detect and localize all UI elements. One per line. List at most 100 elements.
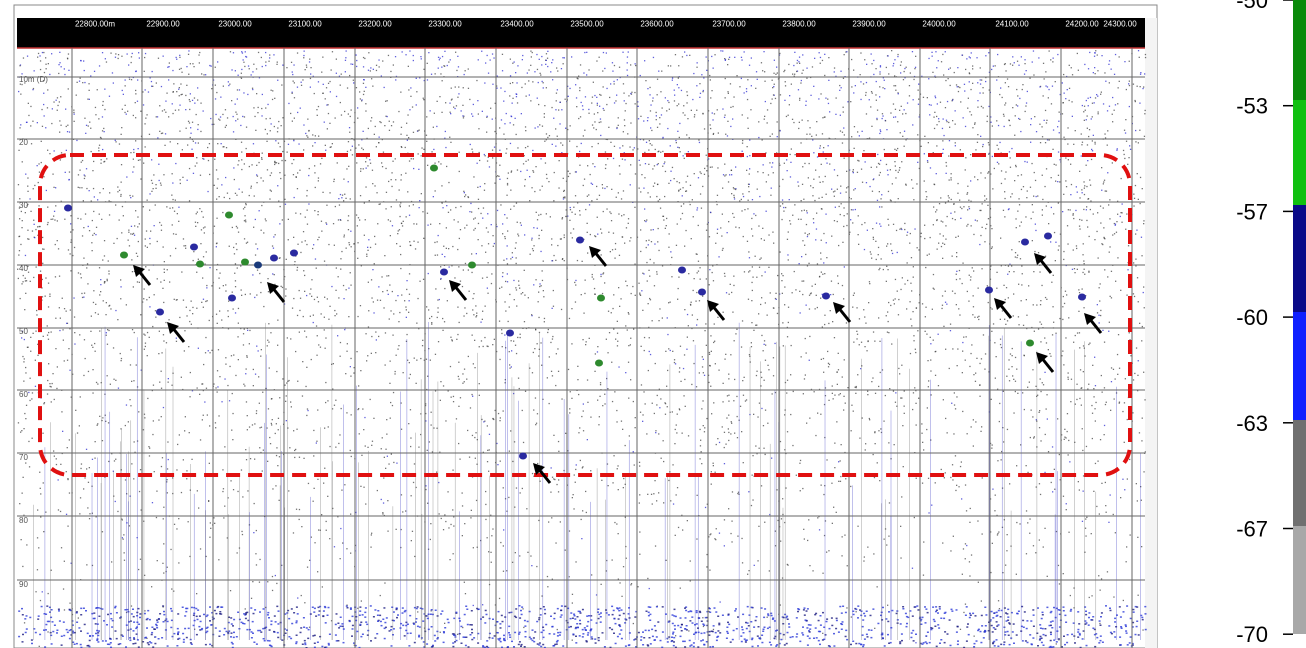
- speckle: [89, 190, 90, 191]
- speckle: [216, 314, 217, 315]
- speckle: [961, 498, 962, 499]
- speckle: [392, 405, 393, 406]
- speckle: [439, 299, 440, 300]
- speckle: [870, 251, 871, 252]
- speckle: [929, 254, 930, 255]
- speckle: [592, 276, 593, 277]
- speckle: [755, 325, 756, 326]
- speckle: [956, 271, 957, 272]
- speckle: [730, 107, 731, 108]
- speckle: [220, 116, 221, 117]
- speckle: [548, 329, 549, 330]
- speckle: [608, 127, 609, 128]
- speckle: [711, 471, 712, 472]
- speckle: [282, 219, 283, 220]
- speckle: [36, 266, 37, 267]
- speckle: [164, 145, 165, 146]
- speckle: [93, 161, 94, 162]
- speckle: [341, 408, 342, 409]
- speckle: [220, 97, 221, 98]
- speckle: [435, 73, 436, 74]
- speckle: [764, 522, 765, 523]
- speckle: [339, 434, 340, 435]
- speckle: [208, 160, 209, 161]
- speckle: [715, 363, 716, 364]
- speckle: [477, 100, 478, 101]
- speckle: [524, 234, 525, 235]
- speckle: [925, 191, 926, 192]
- speckle: [107, 279, 108, 280]
- speckle: [408, 137, 409, 138]
- speckle: [346, 412, 347, 413]
- speckle: [633, 401, 634, 402]
- speckle: [894, 303, 895, 304]
- speckle: [333, 223, 334, 224]
- speckle: [1107, 276, 1108, 277]
- speckle: [1086, 517, 1087, 518]
- speckle: [761, 408, 762, 409]
- speckle: [293, 64, 294, 65]
- speckle: [902, 136, 903, 137]
- speckle: [197, 129, 198, 130]
- speckle: [338, 276, 339, 277]
- speckle: [563, 198, 564, 199]
- speckle: [273, 248, 274, 249]
- speckle: [761, 275, 762, 276]
- speckle: [21, 227, 22, 228]
- speckle: [672, 464, 673, 465]
- speckle: [102, 130, 103, 131]
- speckle: [959, 200, 960, 201]
- speckle: [716, 444, 717, 445]
- speckle: [668, 348, 669, 349]
- speckle: [1101, 92, 1102, 93]
- speckle: [656, 115, 657, 116]
- speckle: [824, 75, 825, 76]
- speckle: [894, 59, 895, 60]
- speckle: [658, 71, 659, 72]
- speckle: [138, 411, 139, 412]
- speckle: [454, 108, 455, 109]
- speckle: [897, 54, 898, 55]
- speckle: [66, 150, 67, 151]
- speckle: [427, 450, 428, 451]
- speckle: [128, 421, 129, 422]
- speckle: [519, 555, 520, 556]
- speckle: [435, 255, 436, 256]
- speckle: [259, 582, 260, 583]
- speckle: [472, 116, 473, 117]
- speckle: [223, 146, 224, 147]
- speckle: [390, 402, 391, 403]
- speckle: [409, 205, 410, 206]
- speckle: [581, 102, 582, 103]
- speckle: [197, 212, 198, 213]
- speckle: [994, 342, 995, 343]
- speckle: [405, 173, 406, 174]
- speckle: [109, 214, 110, 215]
- speckle: [790, 414, 791, 415]
- speckle: [544, 141, 545, 142]
- speckle: [297, 315, 298, 316]
- speckle: [639, 465, 640, 466]
- speckle: [447, 491, 448, 492]
- speckle: [209, 352, 210, 353]
- speckle: [271, 90, 272, 91]
- speckle: [517, 222, 518, 223]
- speckle: [561, 309, 562, 310]
- speckle: [592, 184, 593, 185]
- speckle: [235, 112, 236, 113]
- speckle: [772, 80, 773, 81]
- speckle: [523, 163, 524, 164]
- speckle: [1067, 243, 1068, 244]
- speckle: [1105, 505, 1106, 506]
- speckle: [619, 147, 620, 148]
- speckle: [815, 308, 816, 309]
- speckle: [806, 134, 807, 135]
- speckle: [606, 52, 607, 53]
- speckle: [24, 413, 25, 414]
- speckle: [1022, 273, 1023, 274]
- speckle: [261, 427, 262, 428]
- speckle: [135, 102, 136, 103]
- speckle: [260, 282, 261, 283]
- speckle: [867, 230, 868, 231]
- speckle: [192, 307, 193, 308]
